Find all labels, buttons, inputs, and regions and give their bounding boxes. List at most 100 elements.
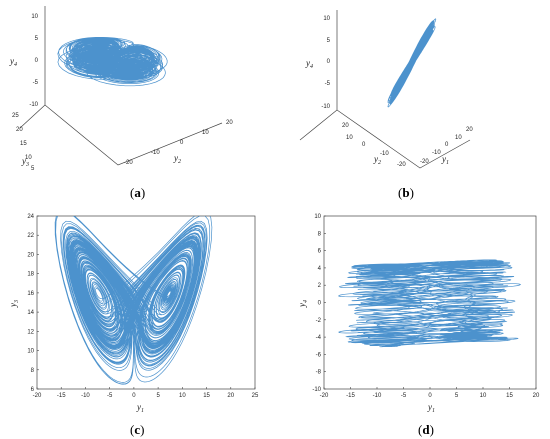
panel-a: 10 5 0 -5 -10 25 20 15 10 5 -20 -10 0 10… [9, 6, 233, 200]
ytick-label: 10 [27, 349, 34, 355]
panel-a-xtick: 0 [180, 140, 184, 146]
panel-a-ztick: -10 [29, 102, 38, 108]
panel-d-caption: (d) [418, 422, 434, 437]
xtick-label: 10 [179, 393, 186, 399]
ytick-label: 2 [318, 283, 322, 289]
xtick-label: -10 [81, 393, 90, 399]
panel-a-ytick: 20 [16, 127, 23, 133]
panel-a-ztick: 0 [35, 58, 39, 64]
panel-d: -2 0 -15 -10 -5 0 5 10 15 20 -10 -8 -6 -4 -2 0 2 4 6 8 10 y… [297, 214, 540, 437]
panel-b-ytick: 20 [342, 123, 349, 129]
panel-a-ytick: 5 [31, 166, 35, 172]
panel-b-ztick: 5 [327, 38, 331, 44]
ytick-label: 0 [318, 301, 322, 307]
panel-a-xtick: -10 [151, 150, 160, 156]
panel-a-ytick: 10 [25, 155, 32, 161]
panel-c: -20 -15 -10 -5 0 5 10 15 20 25 6 8 10 12 14 16 18 20 22 24… [8, 214, 259, 437]
panel-b-xtick: 10 [455, 135, 462, 141]
panel-d-xticks: -20 -15 -10 -5 0 5 10 15 20 [320, 387, 540, 399]
panel-c-ylabel: y3 [8, 300, 20, 308]
panel-d-yticks: -10 -8 -6 -4 -2 0 2 4 6 8 10 [312, 214, 326, 393]
xtick-label: 5 [156, 393, 160, 399]
ytick-label: 24 [27, 214, 34, 220]
xtick-label: 0 [428, 393, 432, 399]
xtick-label: -10 [373, 393, 382, 399]
panel-b-zlabel: y4 [305, 58, 313, 70]
ytick-label: 8 [318, 231, 322, 237]
ytick-label: 22 [27, 233, 34, 239]
ytick-label: -8 [316, 370, 322, 376]
panel-a-xtick: 10 [202, 130, 209, 136]
ytick-label: 20 [27, 252, 34, 258]
xtick-label: 25 [252, 393, 259, 399]
ytick-label: 12 [27, 329, 34, 335]
panel-c-xlabel: y1 [136, 402, 144, 414]
ytick-label: -4 [316, 335, 322, 341]
ytick-label: 16 [27, 291, 34, 297]
panel-c-yticks: 6 8 10 12 14 16 18 20 22 24 [27, 214, 39, 393]
xtick-label: 5 [455, 393, 459, 399]
ytick-label: 6 [318, 249, 322, 255]
panel-b-ytick: 10 [346, 135, 353, 141]
panel-b-xtick: -10 [432, 150, 441, 156]
panel-b-ztick: -5 [325, 81, 331, 87]
ytick-label: 6 [31, 387, 35, 393]
xtick-label: 10 [480, 393, 487, 399]
panel-b-ytick: 0 [362, 142, 366, 148]
panel-b-xlabel: y1 [441, 154, 449, 166]
panel-b-xtick: 20 [466, 127, 473, 133]
panel-d-trajectory-line [338, 259, 522, 348]
xtick-label: -5 [107, 393, 113, 399]
xtick-label: -5 [401, 393, 407, 399]
panel-c-trajectory-line [54, 216, 213, 385]
panel-d-ylabel: y4 [297, 300, 309, 308]
xtick-label: -15 [57, 393, 66, 399]
ytick-label: 10 [314, 214, 321, 220]
panel-d-xlabel: y1 [427, 402, 435, 414]
panel-b-trajectory-line [387, 18, 437, 108]
panel-d-trajectory [338, 259, 522, 348]
panel-a-xtick: 20 [226, 120, 233, 126]
ytick-label: 18 [27, 272, 34, 278]
panel-c-xticks: -20 -15 -10 -5 0 5 10 15 20 25 [33, 387, 259, 399]
xtick-label: 20 [227, 393, 234, 399]
panel-b-ztick: 10 [323, 16, 330, 22]
panel-c-trajectory [54, 216, 213, 385]
panel-a-xlabel: y2 [173, 153, 181, 165]
panel-b-xtick: -20 [420, 159, 429, 165]
xtick-label: -20 [33, 393, 42, 399]
ytick-label: -10 [312, 387, 321, 393]
panel-b-caption: (b) [398, 185, 414, 200]
panel-a-xtick: -20 [124, 160, 133, 166]
xtick-label: 15 [203, 393, 210, 399]
xtick-label: 15 [506, 393, 513, 399]
panel-b-ztick: 0 [327, 59, 331, 65]
ytick-label: -2 [316, 318, 322, 324]
panel-b-axes [336, 10, 471, 169]
ytick-label: 14 [27, 310, 34, 316]
panel-a-zlabel: y4 [9, 56, 17, 68]
xtick-label: 20 [533, 393, 540, 399]
panel-b-xtick: 0 [445, 142, 449, 148]
panel-a-ztick: 5 [35, 36, 39, 42]
panel-b-ytick: -10 [380, 151, 389, 157]
panel-a-ztick: 10 [31, 14, 38, 20]
panel-a-trajectory [57, 36, 168, 87]
panel-a-ylabel: y3 [21, 156, 29, 168]
panel-a-axes [44, 6, 223, 166]
panel-a-caption: (a) [130, 185, 145, 200]
panel-a-trajectory-line [57, 36, 168, 87]
xtick-label: -15 [346, 393, 355, 399]
panel-a-ytick: 25 [12, 113, 19, 119]
panel-b-ylabel: y2 [373, 154, 381, 166]
panel-c-caption: (c) [130, 422, 144, 437]
panel-a-ztick: -5 [33, 80, 39, 86]
ytick-label: 4 [318, 266, 322, 272]
panel-a-ytick: 15 [20, 141, 27, 147]
panel-b-trajectory [387, 18, 437, 108]
ytick-label: 8 [31, 368, 35, 374]
ytick-label: -6 [316, 352, 322, 358]
xtick-label: 0 [132, 393, 136, 399]
panel-b-ytick: -20 [397, 162, 406, 168]
